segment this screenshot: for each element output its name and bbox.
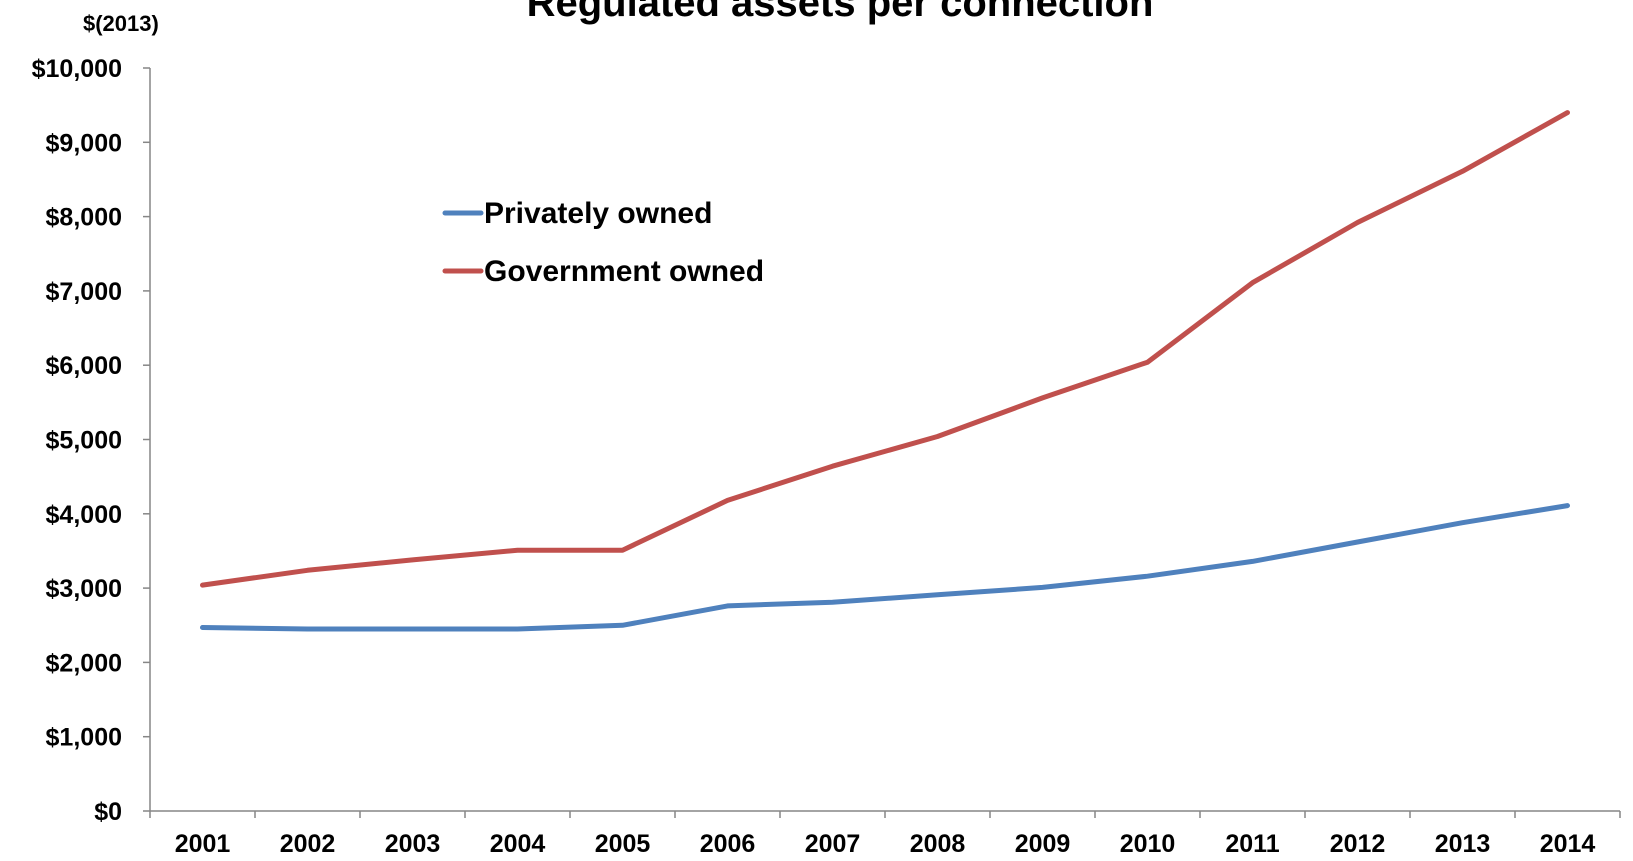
y-axis-unit-label: $(2013) bbox=[83, 11, 159, 36]
y-tick-label: $0 bbox=[94, 798, 122, 826]
data-point bbox=[1145, 574, 1150, 579]
x-tick-label: 2014 bbox=[1540, 830, 1596, 858]
y-tick-label: $6,000 bbox=[46, 352, 122, 380]
data-point bbox=[1040, 585, 1045, 590]
x-tick-label: 2013 bbox=[1435, 830, 1491, 858]
data-point bbox=[1145, 360, 1150, 365]
data-point bbox=[515, 548, 520, 553]
data-point bbox=[305, 568, 310, 573]
data-point bbox=[1355, 220, 1360, 225]
y-tick-label: $7,000 bbox=[46, 278, 122, 306]
data-point bbox=[410, 557, 415, 563]
x-tick-label: 2005 bbox=[595, 830, 651, 858]
data-point bbox=[830, 464, 835, 469]
legend-label: Government owned bbox=[484, 255, 764, 288]
chart-title: Regulated assets per connection bbox=[527, 0, 1154, 25]
y-tick-label: $3,000 bbox=[46, 575, 122, 603]
data-point bbox=[515, 626, 520, 632]
x-tick-label: 2002 bbox=[280, 830, 336, 858]
data-point bbox=[1355, 539, 1360, 545]
x-axis-ticks: 2001 2002 2003 2004 2005 2006 2007 2008 2009 2010… bbox=[149, 811, 1621, 858]
data-point bbox=[1460, 520, 1465, 525]
x-tick-label: 2008 bbox=[910, 830, 966, 858]
y-tick-label: $10,000 bbox=[32, 55, 122, 83]
data-point bbox=[1250, 280, 1255, 285]
data-point bbox=[410, 626, 415, 632]
data-point bbox=[200, 625, 205, 630]
series-line-1 bbox=[200, 110, 1570, 588]
x-tick-label: 2007 bbox=[805, 830, 861, 858]
x-tick-label: 2001 bbox=[175, 830, 231, 858]
data-point bbox=[935, 434, 940, 439]
data-point bbox=[830, 600, 835, 605]
data-point bbox=[1565, 110, 1570, 115]
x-tick-label: 2003 bbox=[385, 830, 441, 858]
data-point bbox=[200, 582, 205, 588]
data-point bbox=[620, 623, 625, 628]
axes bbox=[149, 68, 1620, 812]
data-point bbox=[725, 498, 730, 503]
legend: Privately owned Government owned bbox=[442, 197, 764, 288]
data-point bbox=[305, 626, 310, 632]
data-point bbox=[1565, 503, 1570, 508]
series-lines bbox=[200, 110, 1570, 632]
x-tick-label: 2004 bbox=[490, 830, 546, 858]
y-tick-label: $1,000 bbox=[46, 724, 122, 752]
data-point bbox=[1250, 559, 1255, 564]
x-tick-label: 2012 bbox=[1330, 830, 1386, 858]
x-tick-label: 2009 bbox=[1015, 830, 1071, 858]
data-point bbox=[620, 548, 625, 553]
data-point bbox=[1460, 169, 1465, 174]
series-line-0 bbox=[200, 503, 1570, 632]
y-tick-label: $2,000 bbox=[46, 649, 122, 677]
y-tick-label: $8,000 bbox=[46, 204, 122, 232]
y-tick-label: $9,000 bbox=[46, 129, 122, 157]
data-point bbox=[1040, 395, 1045, 401]
x-tick-label: 2006 bbox=[700, 830, 756, 858]
y-axis-ticks: $0 $1,000 $2,000 $3,000 $4,000 $5,000 $6,000 $7… bbox=[32, 55, 150, 826]
data-point bbox=[935, 592, 940, 597]
legend-label: Privately owned bbox=[484, 197, 712, 230]
y-tick-label: $4,000 bbox=[46, 501, 122, 529]
x-tick-label: 2011 bbox=[1225, 830, 1279, 858]
x-tick-label: 2010 bbox=[1120, 830, 1176, 858]
y-tick-label: $5,000 bbox=[46, 427, 122, 455]
data-point bbox=[725, 603, 730, 609]
